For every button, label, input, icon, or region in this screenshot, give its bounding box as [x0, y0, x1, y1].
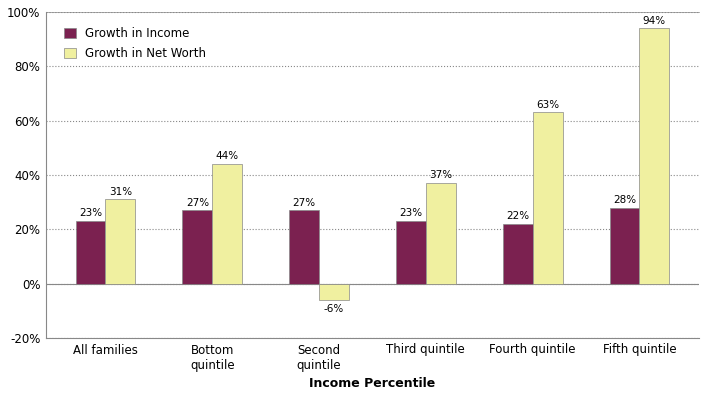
Text: 63%: 63%: [536, 100, 559, 110]
Text: 31%: 31%: [109, 187, 132, 197]
Bar: [319, 283, 349, 300]
Bar: [182, 210, 213, 283]
Bar: [396, 221, 426, 283]
Bar: [532, 112, 563, 283]
Text: 23%: 23%: [79, 208, 102, 218]
Text: 23%: 23%: [400, 208, 422, 218]
Text: 28%: 28%: [613, 195, 636, 205]
Text: 37%: 37%: [429, 170, 453, 180]
Bar: [609, 208, 640, 283]
Bar: [76, 221, 105, 283]
Text: 27%: 27%: [292, 198, 316, 208]
Text: 94%: 94%: [643, 15, 666, 25]
Text: 27%: 27%: [186, 198, 209, 208]
Bar: [105, 199, 136, 283]
Text: -6%: -6%: [324, 304, 344, 314]
X-axis label: Income Percentile: Income Percentile: [309, 377, 436, 390]
Bar: [503, 224, 532, 283]
Bar: [289, 210, 319, 283]
Text: 22%: 22%: [506, 211, 530, 221]
Bar: [640, 28, 669, 283]
Bar: [213, 164, 242, 283]
Legend: Growth in Income, Growth in Net Worth: Growth in Income, Growth in Net Worth: [59, 21, 213, 66]
Text: 44%: 44%: [215, 151, 239, 161]
Bar: [426, 183, 456, 283]
